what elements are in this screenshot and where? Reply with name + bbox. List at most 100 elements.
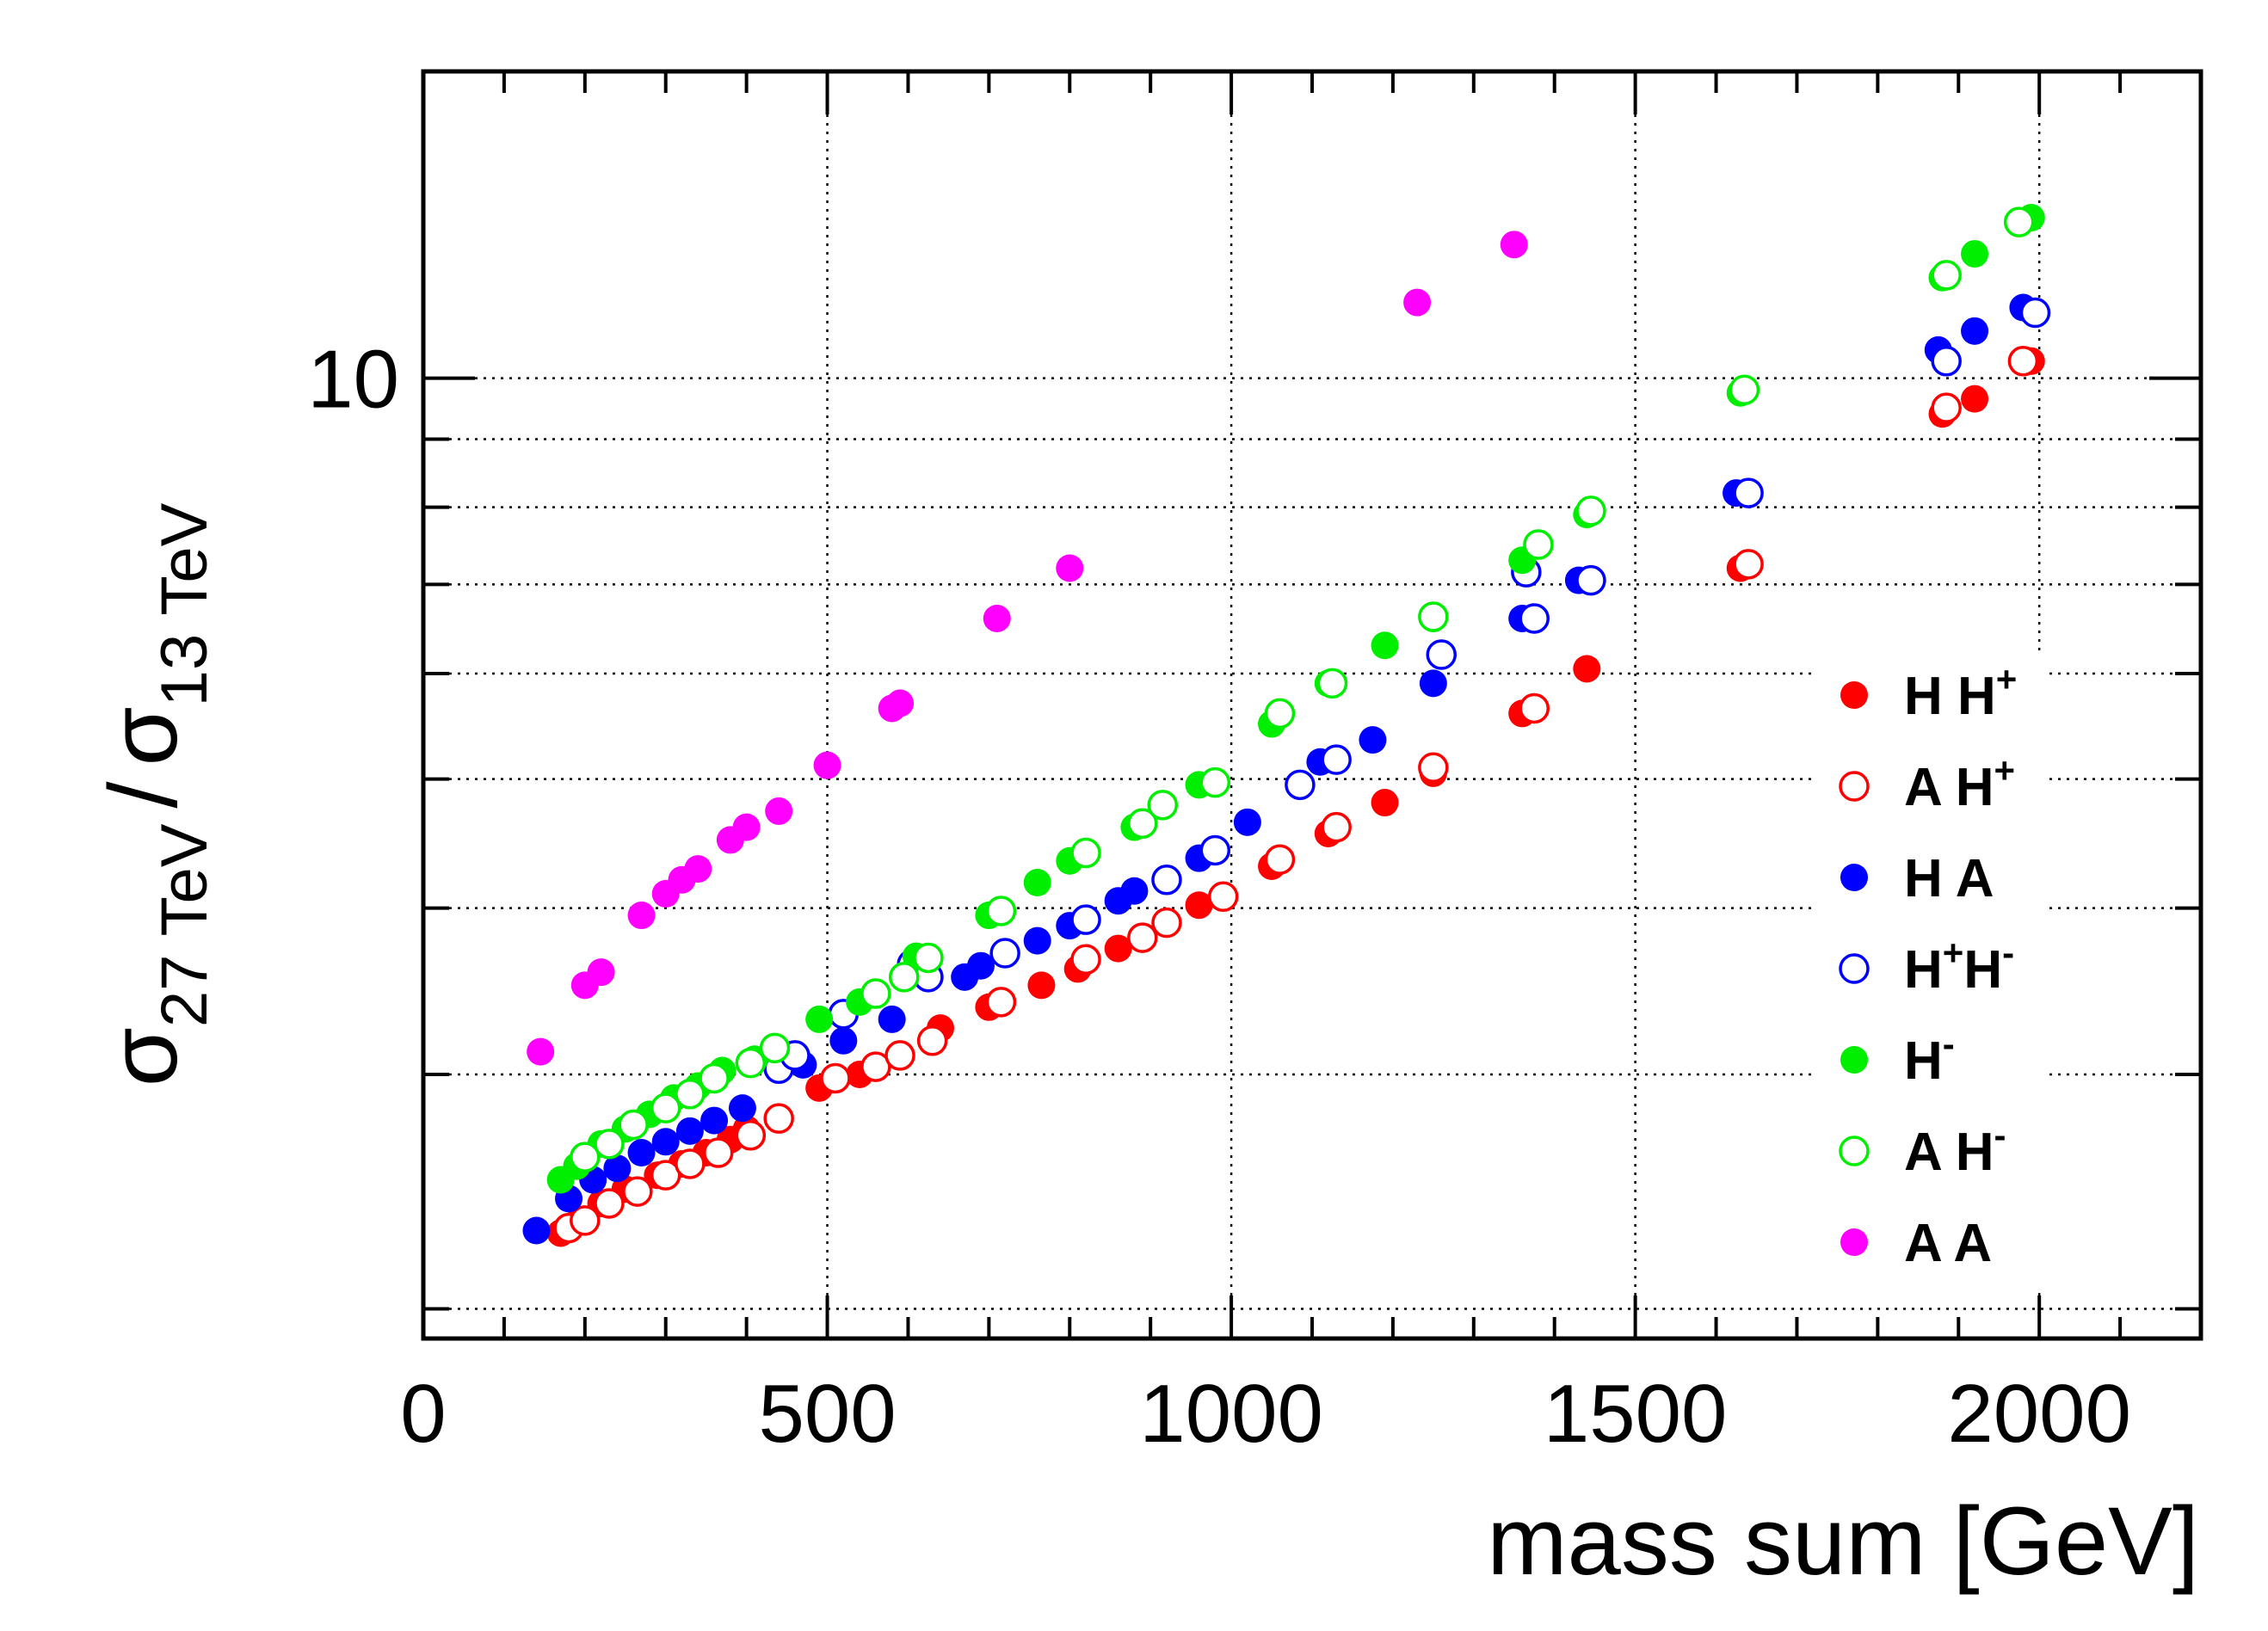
y-label-sigma: σ xyxy=(89,1027,197,1086)
data-point xyxy=(1931,392,1962,423)
data-point xyxy=(1931,260,1962,291)
legend-item: A A xyxy=(1840,1214,1992,1273)
data-point xyxy=(763,1103,794,1134)
data-point xyxy=(1185,891,1213,920)
data-point xyxy=(1519,603,1550,634)
data-point xyxy=(765,797,793,825)
y-label-slash: / xyxy=(89,781,197,809)
data-point xyxy=(1931,346,1962,377)
data-point xyxy=(1575,495,1606,526)
data-point xyxy=(913,942,944,974)
data-point xyxy=(860,1051,891,1082)
data-point xyxy=(759,1032,791,1064)
legend-label: H+H- xyxy=(1904,932,2014,1000)
legend-label: H H+ xyxy=(1904,659,2017,726)
data-point xyxy=(627,902,656,930)
data-point xyxy=(1147,790,1179,821)
data-point xyxy=(527,1037,555,1066)
series-a-a xyxy=(527,231,1528,1066)
data-point xyxy=(1233,808,1261,836)
data-point xyxy=(594,1188,625,1219)
x-tick-label: 1500 xyxy=(1544,1368,1728,1460)
data-point xyxy=(1500,231,1528,259)
data-point xyxy=(684,855,712,883)
data-point xyxy=(522,1216,551,1245)
data-point xyxy=(700,1106,729,1135)
data-point xyxy=(805,1005,834,1033)
y-axis-label: σ27 TeV/σ13 TeV xyxy=(89,502,221,1086)
data-point xyxy=(675,1148,706,1179)
data-point xyxy=(1961,240,1989,268)
y-label-sigma-2: σ xyxy=(89,706,197,766)
data-point xyxy=(603,1154,632,1183)
data-point xyxy=(1371,631,1399,660)
data-point xyxy=(1316,668,1348,699)
data-point xyxy=(1151,865,1182,896)
data-point xyxy=(860,978,891,1009)
data-point xyxy=(989,938,1020,969)
data-point xyxy=(1023,869,1051,897)
data-point xyxy=(594,1129,625,1160)
data-point xyxy=(983,604,1011,632)
legend-item: H+H- xyxy=(1839,932,2014,1000)
legend-item: H A xyxy=(1840,849,1994,908)
data-point xyxy=(1023,926,1051,955)
y-label-num-sub: 27 TeV xyxy=(148,823,221,1027)
data-point xyxy=(1199,766,1231,798)
data-point xyxy=(728,1094,756,1123)
data-point xyxy=(570,1205,601,1236)
data-point xyxy=(1070,904,1101,935)
data-point xyxy=(1961,385,1989,413)
svg-text:σ27 TeV/σ13 TeV: σ27 TeV/σ13 TeV xyxy=(89,502,221,1086)
axis-ticks xyxy=(422,71,2201,1339)
data-point xyxy=(1426,639,1458,670)
data-point xyxy=(1070,837,1101,869)
legend-item: H H+ xyxy=(1840,659,2017,726)
legend-marker xyxy=(1840,1046,1868,1074)
data-point xyxy=(1573,655,1601,683)
legend-marker xyxy=(1839,771,1870,802)
data-point xyxy=(1403,288,1432,317)
data-points xyxy=(522,204,2051,1247)
data-point xyxy=(1264,698,1296,729)
y-tick-label: 10 xyxy=(307,334,399,426)
data-point xyxy=(1575,564,1606,596)
legend-item: H- xyxy=(1840,1024,1955,1091)
x-tick-label: 500 xyxy=(758,1368,896,1460)
series-h-a xyxy=(522,293,2037,1245)
legend-item: A H- xyxy=(1839,1115,2006,1182)
data-point xyxy=(675,1079,706,1110)
data-point xyxy=(735,1047,767,1079)
legend-marker xyxy=(1840,864,1868,891)
legend-marker xyxy=(1839,953,1870,984)
data-point xyxy=(1127,808,1158,840)
data-point xyxy=(651,1128,680,1156)
data-point xyxy=(1523,529,1554,560)
x-tick-label: 1000 xyxy=(1139,1368,1323,1460)
data-point xyxy=(1120,877,1149,905)
data-point xyxy=(1371,789,1399,817)
legend-label: A H- xyxy=(1904,1115,2006,1182)
x-tick-label: 0 xyxy=(400,1368,446,1460)
data-point xyxy=(1418,752,1449,784)
data-point xyxy=(1359,726,1387,754)
legend-label: A H+ xyxy=(1904,750,2015,817)
tick-labels: 0 500 1000 1500 2000 10 xyxy=(307,334,2131,1460)
data-point xyxy=(813,751,841,779)
data-point xyxy=(1729,374,1760,406)
legend-label: A A xyxy=(1904,1214,1992,1273)
data-point xyxy=(1264,844,1296,875)
data-point xyxy=(2007,346,2039,377)
data-point xyxy=(916,1025,948,1056)
data-point xyxy=(1418,601,1449,632)
data-point xyxy=(1199,834,1231,866)
data-point xyxy=(884,1040,915,1071)
data-point xyxy=(985,987,1017,1018)
data-point xyxy=(886,689,915,717)
data-point xyxy=(889,962,920,993)
data-point xyxy=(1127,922,1158,953)
data-point xyxy=(703,1137,734,1168)
data-point xyxy=(1419,669,1447,698)
data-point xyxy=(732,813,761,841)
